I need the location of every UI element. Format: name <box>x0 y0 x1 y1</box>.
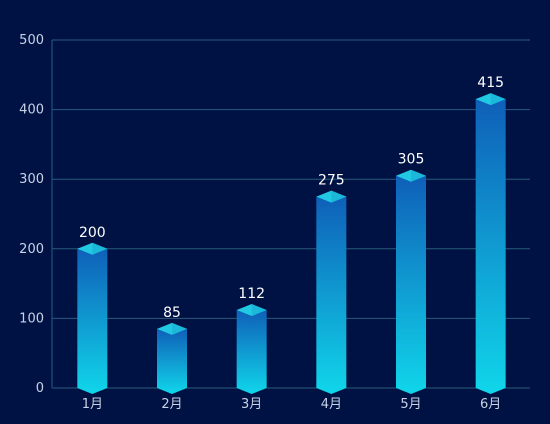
bar-cap-shade <box>490 93 506 106</box>
y-tick-label: 400 <box>19 103 44 118</box>
x-tick-label: 3月 <box>241 397 262 412</box>
x-axis: 1月 2月 3月 4月 5月 6月 <box>82 397 502 412</box>
bar <box>475 99 506 394</box>
x-tick-label: 2月 <box>161 397 182 412</box>
bar-cap-shade <box>251 304 267 317</box>
bars <box>77 93 506 394</box>
bar <box>236 310 267 394</box>
data-label: 305 <box>398 152 425 168</box>
bar <box>396 175 426 394</box>
data-label: 200 <box>79 225 106 241</box>
x-tick-label: 1月 <box>82 397 103 412</box>
data-label: 275 <box>318 173 345 189</box>
x-tick-label: 6月 <box>480 397 501 412</box>
x-tick-label: 5月 <box>400 397 421 412</box>
y-tick-label: 0 <box>36 381 44 396</box>
bar-cap-shade <box>92 242 108 255</box>
y-tick-label: 100 <box>19 311 44 326</box>
bar <box>77 248 108 394</box>
grid-lines <box>52 39 530 389</box>
data-labels: 200 85 112 275 305 415 <box>79 75 504 321</box>
bar <box>157 328 187 394</box>
data-label: 85 <box>163 305 181 321</box>
x-tick-label: 4月 <box>321 397 342 412</box>
bar-cap-shade <box>411 169 426 182</box>
bar-cap-shade <box>331 190 347 203</box>
y-tick-label: 300 <box>19 172 44 187</box>
bar <box>316 196 347 394</box>
y-tick-label: 500 <box>19 33 44 48</box>
data-label: 112 <box>238 286 265 302</box>
bar-cap-shade <box>172 322 187 335</box>
y-axis: 0 100 200 300 400 500 <box>19 33 53 396</box>
y-tick-label: 200 <box>19 242 44 257</box>
data-label: 415 <box>477 75 504 91</box>
